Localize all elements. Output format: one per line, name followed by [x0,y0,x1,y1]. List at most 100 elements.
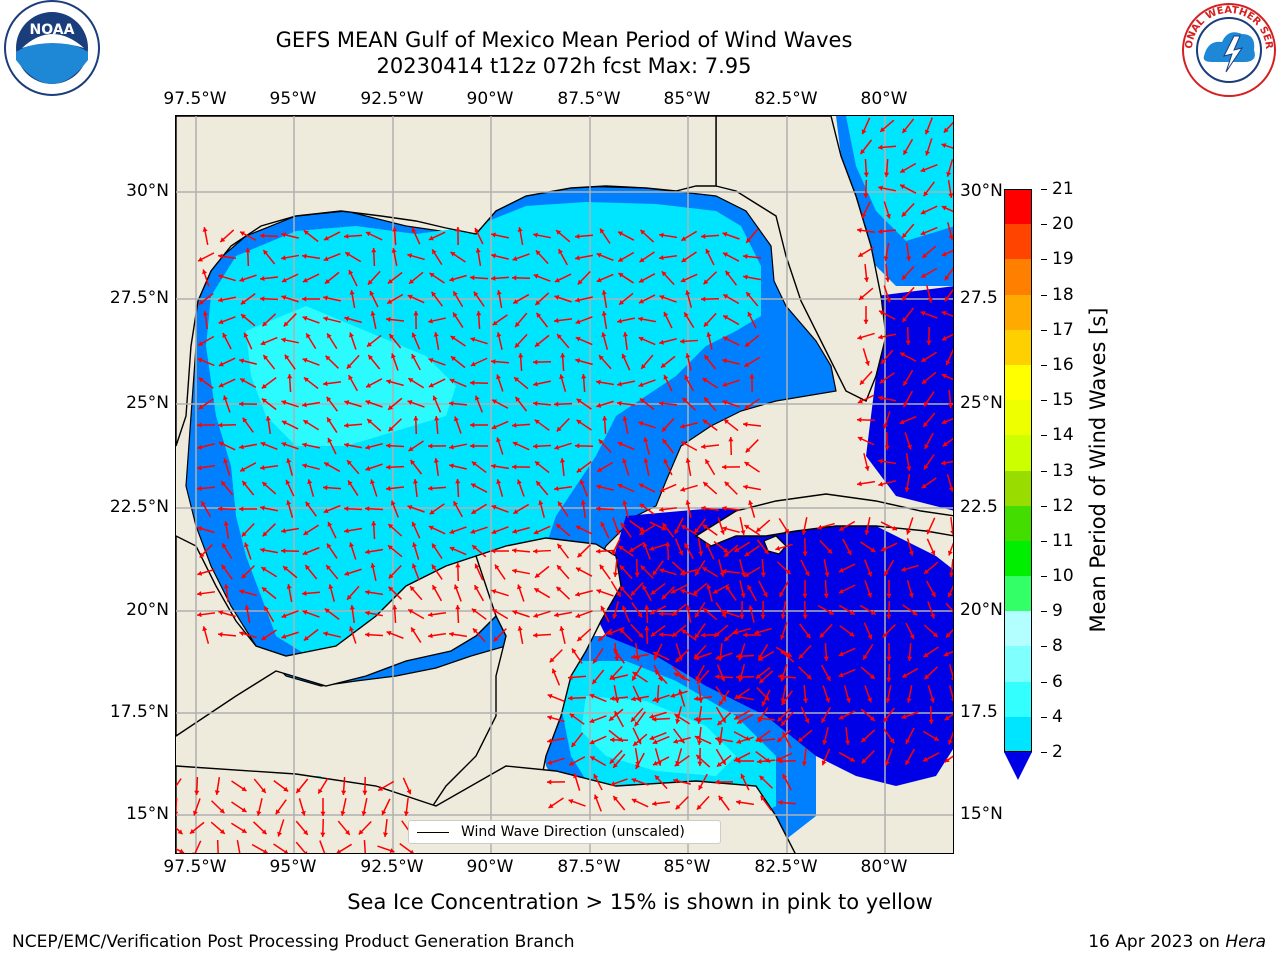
wind-wave-arrowhead [412,542,418,548]
wind-wave-arrowhead [240,231,246,237]
wind-wave-arrowhead [698,698,704,703]
wind-wave-arrowhead [389,848,395,853]
wind-wave-arrowhead [534,461,540,467]
wind-wave-arrowhead [722,400,728,405]
wind-wave-arrowhead [244,542,249,548]
wind-wave-arrowhead [576,398,582,404]
wind-wave-arrowhead [665,542,671,547]
wind-wave-arrowhead [749,374,755,379]
wind-wave-arrowhead [601,311,607,316]
wind-wave-arrowhead [639,530,645,535]
wind-wave-arrowhead [659,611,664,617]
caribbean-period-band-lt2 [596,508,953,786]
wind-wave-arrowhead [198,377,204,383]
colorbar-tick-label: 17 [1052,319,1074,340]
wind-wave-arrowhead [930,591,936,597]
wind-wave-arrowhead [263,354,269,360]
wind-wave-arrowhead [576,467,582,473]
wind-wave-arrowhead [947,403,953,408]
wind-wave-arrowhead [241,828,247,833]
wind-wave-arrowhead [845,697,851,703]
wind-wave-direction-arrows [176,117,953,853]
wind-wave-arrowhead [197,357,203,363]
wind-wave-arrowhead [470,380,475,386]
wind-wave-arrowhead [923,756,929,762]
wind-wave-arrowhead [695,570,700,576]
footer-producer: NCEP/EMC/Verification Post Processing Pr… [12,932,575,952]
wind-wave-arrowhead [260,275,265,282]
wind-wave-arrowhead [470,529,476,534]
lat-label-right: 25°N [960,393,1003,413]
wind-wave-arrowhead [534,588,540,593]
wind-wave-arrowhead [365,632,370,638]
wind-wave-arrowhead [602,416,608,421]
colorbar-tick [1041,400,1047,402]
wind-wave-arrowhead [325,852,328,853]
wind-wave-arrowhead [924,674,930,680]
wind-wave-arrowhead [802,698,809,703]
wind-wave-arrowhead [547,693,553,699]
wind-wave-arrowhead [518,353,524,358]
wind-wave-arrowhead [239,277,245,282]
wind-wave-arrowhead [221,481,226,487]
wind-wave-arrowhead [302,357,308,363]
wind-wave-arrowhead [579,479,585,485]
wind-wave-arrowhead [927,297,933,303]
wind-wave-arrowhead [823,593,829,598]
wind-wave-arrowhead [408,446,414,451]
wind-wave-arrowhead [245,248,251,253]
wind-wave-arrowhead [382,832,389,837]
wind-wave-arrowhead [639,503,645,509]
wind-wave-arrow [363,839,367,853]
colorbar-tick-label: 9 [1052,601,1063,622]
wind-wave-arrowhead [475,248,481,253]
wind-wave-arrowhead [538,500,544,506]
wind-wave-arrowhead [673,778,679,784]
wind-wave-arrowhead [387,299,393,304]
wind-wave-arrowhead [601,332,607,338]
wind-wave-arrowhead [649,609,655,615]
wind-wave-arrowhead [241,786,247,792]
wind-wave-arrowhead [757,737,762,744]
wind-wave-arrowhead [197,422,202,428]
wind-wave-arrowhead [902,673,908,678]
wind-wave-arrowhead [283,849,288,853]
wind-wave-arrow [319,840,326,853]
wind-wave-arrowhead [176,811,179,816]
wind-wave-arrowhead [492,320,498,326]
wind-wave-arrowhead [450,335,456,341]
colorbar-segment [1004,611,1032,647]
map-canvas [176,116,953,853]
wind-wave-arrowhead [782,731,788,737]
wind-wave-arrowhead [219,808,225,814]
wind-wave-arrowhead [941,373,947,379]
wind-wave-arrowhead [659,400,664,407]
wind-wave-arrow [194,840,202,853]
wind-wave-arrowhead [675,657,681,663]
wind-wave-arrowhead [880,127,886,132]
wind-wave-arrowhead [947,739,953,745]
wind-wave-arrowhead [924,443,930,449]
wind-wave-arrowhead [694,633,700,639]
legend-label: Wind Wave Direction (unscaled) [461,824,685,840]
wind-wave-arrowhead [944,715,950,721]
wind-wave-arrowhead [388,426,394,432]
lon-label-top: 90°W [466,89,514,109]
wind-wave-arrowhead [610,695,615,702]
wind-wave-arrowhead [900,184,906,190]
wind-wave-arrowhead [662,438,668,444]
wind-wave-arrowhead [575,297,580,303]
wind-wave-arrowhead [641,363,646,369]
wind-wave-arrowhead [867,592,872,598]
wind-wave-arrowhead [411,563,417,569]
wind-wave-arrowhead [470,443,475,449]
wind-wave-arrowhead [659,568,665,574]
wind-wave-arrowhead [344,233,349,239]
wind-wave-arrowhead [281,420,287,426]
wind-wave-arrowhead [568,674,573,680]
wind-wave-arrowhead [581,374,587,379]
gulf-period-band-4-6 [206,202,761,661]
colorbar-segment [1004,259,1032,296]
wind-wave-arrowhead [909,634,915,640]
wind-wave-arrowhead [878,458,883,464]
